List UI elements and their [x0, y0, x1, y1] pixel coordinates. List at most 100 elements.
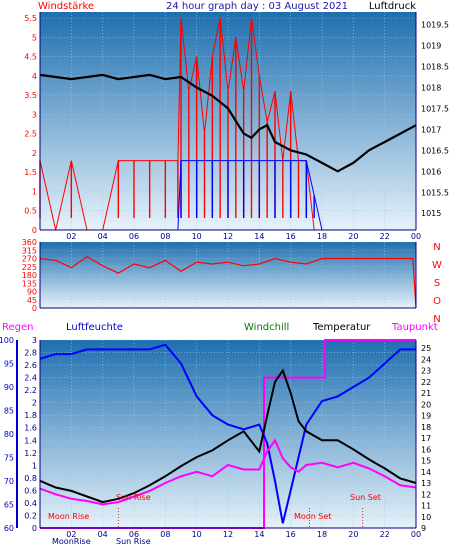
- pressure-tick-label: 1018.5: [421, 63, 449, 72]
- direction-tick-label: 270: [22, 255, 37, 264]
- x-tick-label-top: 12: [223, 232, 233, 241]
- direction-tick-label: 135: [22, 279, 37, 288]
- compass-label: W: [432, 260, 442, 271]
- x-tick-label-bottom: 02: [66, 530, 76, 539]
- rain-tick-label: 0.2: [24, 511, 37, 520]
- label-luftfeuchte: Luftfeuchte: [66, 322, 123, 333]
- axes-layer: [16, 12, 417, 529]
- humidity-tick-label: 75: [4, 454, 14, 463]
- pressure-tick-label: 1017.5: [421, 104, 449, 113]
- rain-tick-label: 0.6: [24, 486, 37, 495]
- temperature-tick-label: 20: [421, 400, 431, 409]
- label-windchill: Windchill: [244, 322, 289, 333]
- x-tick-label-bottom: 00: [411, 530, 421, 539]
- rain-tick-label: 0.8: [24, 474, 37, 483]
- x-tick-label-top: 08: [160, 232, 170, 241]
- header-windstaerke: Windstärke: [38, 1, 94, 12]
- pressure-tick-label: 1015.5: [421, 188, 449, 197]
- wind-tick-label: 5.5: [24, 14, 37, 23]
- direction-tick-label: 360: [22, 238, 37, 247]
- dewpoint-line: [39, 438, 417, 506]
- wind-tick-label: 2.5: [24, 130, 37, 139]
- x-tick-label-bottom: 08: [160, 530, 170, 539]
- label-sun-set: Sun Set: [350, 493, 381, 502]
- pressure-line: [39, 73, 417, 173]
- humidity-tick-label: 80: [4, 430, 14, 439]
- pressure-tick-label: 1015: [421, 209, 441, 218]
- header-title: 24 hour graph day : 03 August 2021: [166, 1, 348, 12]
- pressure-tick-label: 1016.5: [421, 146, 449, 155]
- temperature-tick-label: 12: [421, 490, 431, 499]
- humidity-line: [39, 343, 416, 524]
- direction-tick-label: 315: [22, 246, 37, 255]
- label-bottom-sun: Sun Rise: [116, 537, 151, 546]
- wind-tick-label: 0.5: [24, 207, 37, 216]
- humidity-tick-label: 65: [4, 501, 14, 510]
- x-tick-label-bottom: 12: [223, 530, 233, 539]
- wind-tick-label: 4.5: [24, 53, 37, 62]
- temperature-tick-label: 10: [421, 513, 431, 522]
- temperature-tick-label: 9: [421, 524, 426, 533]
- rain-tick-label: 3: [32, 336, 37, 345]
- x-tick-label-top: 16: [286, 232, 296, 241]
- rain-tick-label: 1: [32, 461, 37, 470]
- wind-average-line: [40, 160, 416, 231]
- direction-tick-label: 0: [32, 304, 37, 313]
- compass-label: S: [434, 278, 440, 289]
- temperature-tick-label: 16: [421, 445, 431, 454]
- temperature-tick-label: 19: [421, 412, 431, 421]
- rain-tick-label: 0: [32, 524, 37, 533]
- humidity-tick-label: 90: [4, 383, 14, 392]
- x-tick-label-top: 20: [348, 232, 358, 241]
- rain-tick-label: 2: [32, 399, 37, 408]
- rain-tick-label: 2.4: [24, 374, 37, 383]
- rain-tick-label: 1.2: [24, 449, 37, 458]
- x-tick-label-top: 14: [254, 232, 264, 241]
- x-tick-label-top: 10: [192, 232, 202, 241]
- rain-tick-label: 2.8: [24, 349, 37, 358]
- label-moon-set: Moon Set: [294, 512, 331, 521]
- x-tick-label-bottom: 22: [380, 530, 390, 539]
- label-bottom-moon: MoonRise: [52, 537, 91, 546]
- pressure-tick-label: 1016: [421, 167, 441, 176]
- rain-tick-label: 2.6: [24, 361, 37, 370]
- temperature-tick-label: 18: [421, 423, 431, 432]
- x-tick-label-top: 00: [411, 232, 421, 241]
- temperature-tick-label: 22: [421, 378, 431, 387]
- x-tick-label-top: 18: [317, 232, 327, 241]
- temperature-tick-label: 21: [421, 389, 431, 398]
- pressure-tick-label: 1019.5: [421, 21, 449, 30]
- rain-tick-label: 1.8: [24, 411, 37, 420]
- compass-label: N: [433, 314, 440, 325]
- humidity-tick-label: 95: [4, 360, 14, 369]
- wind-tick-label: 3: [32, 110, 37, 119]
- compass-label: O: [433, 296, 441, 307]
- direction-tick-label: 45: [27, 296, 37, 305]
- rain-tick-label: 1.4: [24, 436, 37, 445]
- temperature-tick-label: 11: [421, 502, 431, 511]
- rain-tick-label: 0.4: [24, 499, 37, 508]
- wind-tick-label: 1.5: [24, 168, 37, 177]
- x-tick-label-bottom: 20: [348, 530, 358, 539]
- label-regen: Regen: [2, 322, 34, 333]
- x-tick-label-bottom: 06: [129, 530, 139, 539]
- header-luftdruck: Luftdruck: [369, 1, 416, 12]
- x-tick-label-top: 06: [129, 232, 139, 241]
- wind-tick-label: 5: [32, 33, 37, 42]
- x-tick-label-bottom: 16: [286, 530, 296, 539]
- pressure-tick-label: 1018: [421, 83, 441, 92]
- temperature-tick-label: 24: [421, 355, 431, 364]
- wind-tick-label: 3.5: [24, 91, 37, 100]
- temperature-tick-label: 25: [421, 344, 431, 353]
- wind-tick-label: 4: [32, 72, 37, 81]
- x-tick-label-top: 04: [98, 232, 108, 241]
- humidity-tick-label: 100: [0, 336, 14, 345]
- temperature-line: [39, 368, 417, 504]
- wind-tick-label: 0: [32, 226, 37, 235]
- temperature-tick-label: 14: [421, 468, 431, 477]
- x-tick-label-bottom: 18: [317, 530, 327, 539]
- x-tick-label-bottom: 10: [192, 530, 202, 539]
- label-temperatur: Temperatur: [312, 322, 371, 333]
- direction-tick-label: 180: [22, 271, 37, 280]
